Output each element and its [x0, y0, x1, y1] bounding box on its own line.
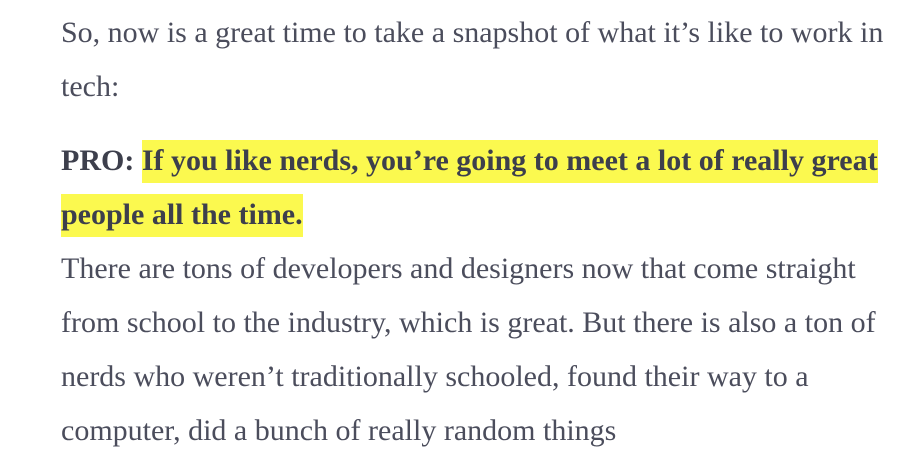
pro-label: PRO: — [61, 144, 142, 177]
body-paragraph: There are tons of developers and designe… — [61, 252, 876, 447]
intro-paragraph: So, now is a great time to take a snapsh… — [61, 16, 884, 103]
pro-paragraph: PRO: If you like nerds, you’re going to … — [61, 134, 901, 242]
highlighted-text: If you like nerds, you’re going to meet … — [61, 140, 878, 237]
article-body: So, now is a great time to take a snapsh… — [61, 0, 901, 458]
